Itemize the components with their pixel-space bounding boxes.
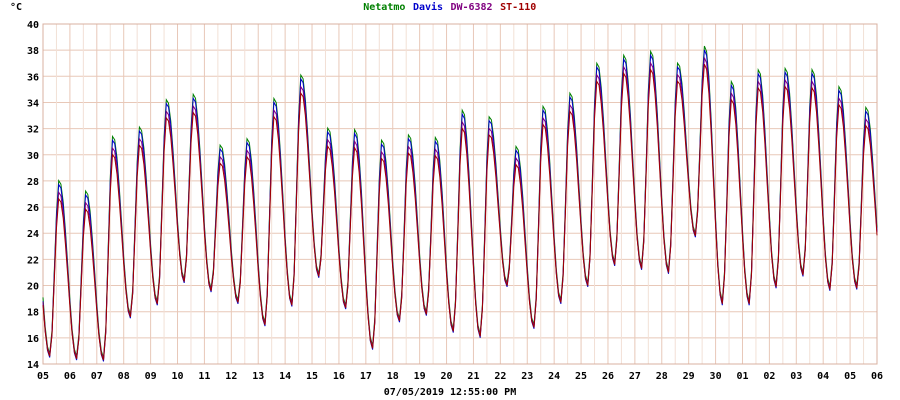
- x-tick-label: 10: [171, 371, 183, 382]
- x-tick-label: 09: [145, 371, 157, 382]
- x-tick-label: 02: [763, 371, 775, 382]
- x-tick-label: 25: [575, 371, 587, 382]
- x-tick-label: 27: [629, 371, 641, 382]
- y-tick-label: 38: [27, 46, 39, 57]
- x-tick-label: 29: [683, 371, 695, 382]
- series-lines: [42, 45, 878, 362]
- y-tick-label: 32: [27, 125, 39, 136]
- x-tick-label: 01: [736, 371, 748, 382]
- legend-entry: Netatmo: [363, 2, 405, 13]
- x-tick-label: 18: [387, 371, 399, 382]
- legend-entry: Davis: [413, 1, 443, 13]
- y-tick-label: 34: [27, 98, 39, 109]
- x-tick-label: 30: [710, 371, 722, 382]
- y-tick-label: 40: [27, 20, 39, 31]
- legend-entry: DW-6382: [450, 2, 492, 13]
- x-tick-label: 05: [37, 371, 49, 382]
- x-tick-label: 24: [548, 371, 560, 382]
- x-tick-label: 07: [91, 371, 103, 382]
- x-tick-label: 28: [656, 371, 668, 382]
- x-tick-label: 06: [64, 371, 76, 382]
- x-tick-label: 11: [198, 371, 210, 382]
- y-tick-label: 16: [27, 334, 39, 345]
- x-tick-label: 14: [279, 371, 291, 382]
- x-tick-label: 15: [306, 371, 318, 382]
- y-tick-label: 30: [27, 151, 39, 162]
- x-tick-label: 04: [817, 371, 829, 382]
- x-tick-label: 26: [602, 371, 614, 382]
- x-tick-label: 03: [790, 371, 802, 382]
- x-tick-label: 20: [441, 371, 453, 382]
- y-tick-label: 22: [27, 255, 39, 266]
- x-tick-label: 06: [871, 371, 883, 382]
- legend-entry: ST-110: [500, 2, 536, 13]
- x-axis-timestamp-label: 07/05/2019 12:55:00 PM: [384, 387, 516, 398]
- series-line-st-110: [42, 64, 878, 361]
- legend: Netatmo Davis DW-6382 ST-110: [363, 1, 536, 13]
- plot-frame: [42, 23, 878, 365]
- x-tick-label: 16: [333, 371, 345, 382]
- x-tick-label: 19: [414, 371, 426, 382]
- y-axis-unit-label: °C: [10, 2, 22, 13]
- x-tick-label: 17: [360, 371, 372, 382]
- x-tick-label: 23: [521, 371, 533, 382]
- y-tick-label: 24: [27, 229, 39, 240]
- y-tick-label: 36: [27, 72, 39, 83]
- y-tick-label: 28: [27, 177, 39, 188]
- x-tick-label: 12: [225, 371, 237, 382]
- y-tick-label: 26: [27, 203, 39, 214]
- grid: [42, 23, 878, 365]
- x-tick-label: 22: [494, 371, 506, 382]
- x-tick-label: 05: [844, 371, 856, 382]
- y-tick-label: 18: [27, 308, 39, 319]
- y-tick-label: 14: [27, 360, 39, 371]
- axes: 14 16 18 20 22 24 26 28 30 32 34 36 38 40 05 06 07 08 09 10…: [27, 20, 883, 382]
- x-tick-label: 13: [252, 371, 264, 382]
- y-tick-label: 20: [27, 282, 39, 293]
- x-tick-label: 21: [467, 371, 479, 382]
- x-tick-label: 08: [118, 371, 130, 382]
